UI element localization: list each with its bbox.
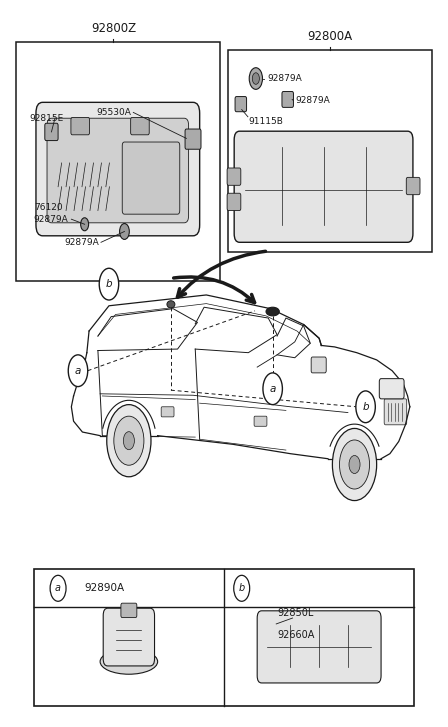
Text: b: b — [362, 402, 369, 411]
Circle shape — [114, 416, 144, 465]
Text: 92815E: 92815E — [29, 113, 64, 123]
FancyBboxPatch shape — [235, 97, 246, 112]
FancyBboxPatch shape — [121, 603, 137, 618]
Text: 76120: 76120 — [34, 203, 62, 212]
Text: 92879A: 92879A — [65, 238, 99, 246]
Text: a: a — [270, 384, 276, 394]
FancyBboxPatch shape — [71, 118, 90, 134]
Circle shape — [68, 355, 88, 387]
FancyBboxPatch shape — [47, 119, 189, 222]
Ellipse shape — [100, 649, 158, 674]
FancyBboxPatch shape — [384, 399, 407, 425]
FancyBboxPatch shape — [227, 168, 241, 185]
Text: 92800A: 92800A — [308, 31, 353, 43]
Bar — [34, 569, 414, 706]
Circle shape — [263, 373, 282, 405]
Text: 92879A: 92879A — [34, 214, 69, 224]
FancyBboxPatch shape — [282, 92, 293, 108]
Text: 95530A: 95530A — [96, 108, 131, 117]
Circle shape — [81, 218, 89, 230]
Text: 92879A: 92879A — [296, 96, 331, 105]
FancyBboxPatch shape — [311, 357, 326, 373]
FancyBboxPatch shape — [185, 129, 201, 149]
FancyBboxPatch shape — [257, 611, 381, 683]
Ellipse shape — [266, 308, 279, 316]
FancyBboxPatch shape — [254, 416, 267, 426]
Circle shape — [340, 440, 370, 489]
FancyBboxPatch shape — [45, 124, 58, 140]
Circle shape — [249, 68, 263, 89]
FancyBboxPatch shape — [406, 177, 420, 195]
FancyBboxPatch shape — [36, 103, 200, 236]
Circle shape — [356, 391, 375, 422]
Text: 92660A: 92660A — [277, 630, 314, 640]
Text: 92800Z: 92800Z — [91, 23, 136, 35]
Text: b: b — [106, 279, 112, 289]
Circle shape — [123, 432, 134, 450]
FancyBboxPatch shape — [122, 142, 180, 214]
Text: b: b — [239, 583, 245, 593]
Text: 91115B: 91115B — [248, 116, 283, 126]
Text: 92879A: 92879A — [267, 74, 302, 83]
Circle shape — [349, 456, 360, 473]
FancyBboxPatch shape — [227, 193, 241, 211]
Text: a: a — [75, 366, 81, 376]
FancyBboxPatch shape — [379, 379, 404, 399]
Circle shape — [107, 405, 151, 477]
Text: a: a — [55, 583, 61, 593]
Circle shape — [120, 223, 129, 239]
Circle shape — [234, 575, 250, 601]
Circle shape — [332, 428, 377, 501]
Ellipse shape — [167, 301, 175, 308]
Text: 92890A: 92890A — [85, 583, 125, 593]
FancyBboxPatch shape — [131, 118, 149, 134]
Circle shape — [99, 268, 119, 300]
Circle shape — [50, 575, 66, 601]
Text: 92850L: 92850L — [277, 608, 314, 618]
Circle shape — [252, 73, 259, 84]
FancyBboxPatch shape — [103, 608, 155, 666]
Bar — [228, 49, 432, 252]
Bar — [16, 42, 220, 281]
FancyBboxPatch shape — [161, 407, 174, 417]
FancyBboxPatch shape — [234, 131, 413, 242]
